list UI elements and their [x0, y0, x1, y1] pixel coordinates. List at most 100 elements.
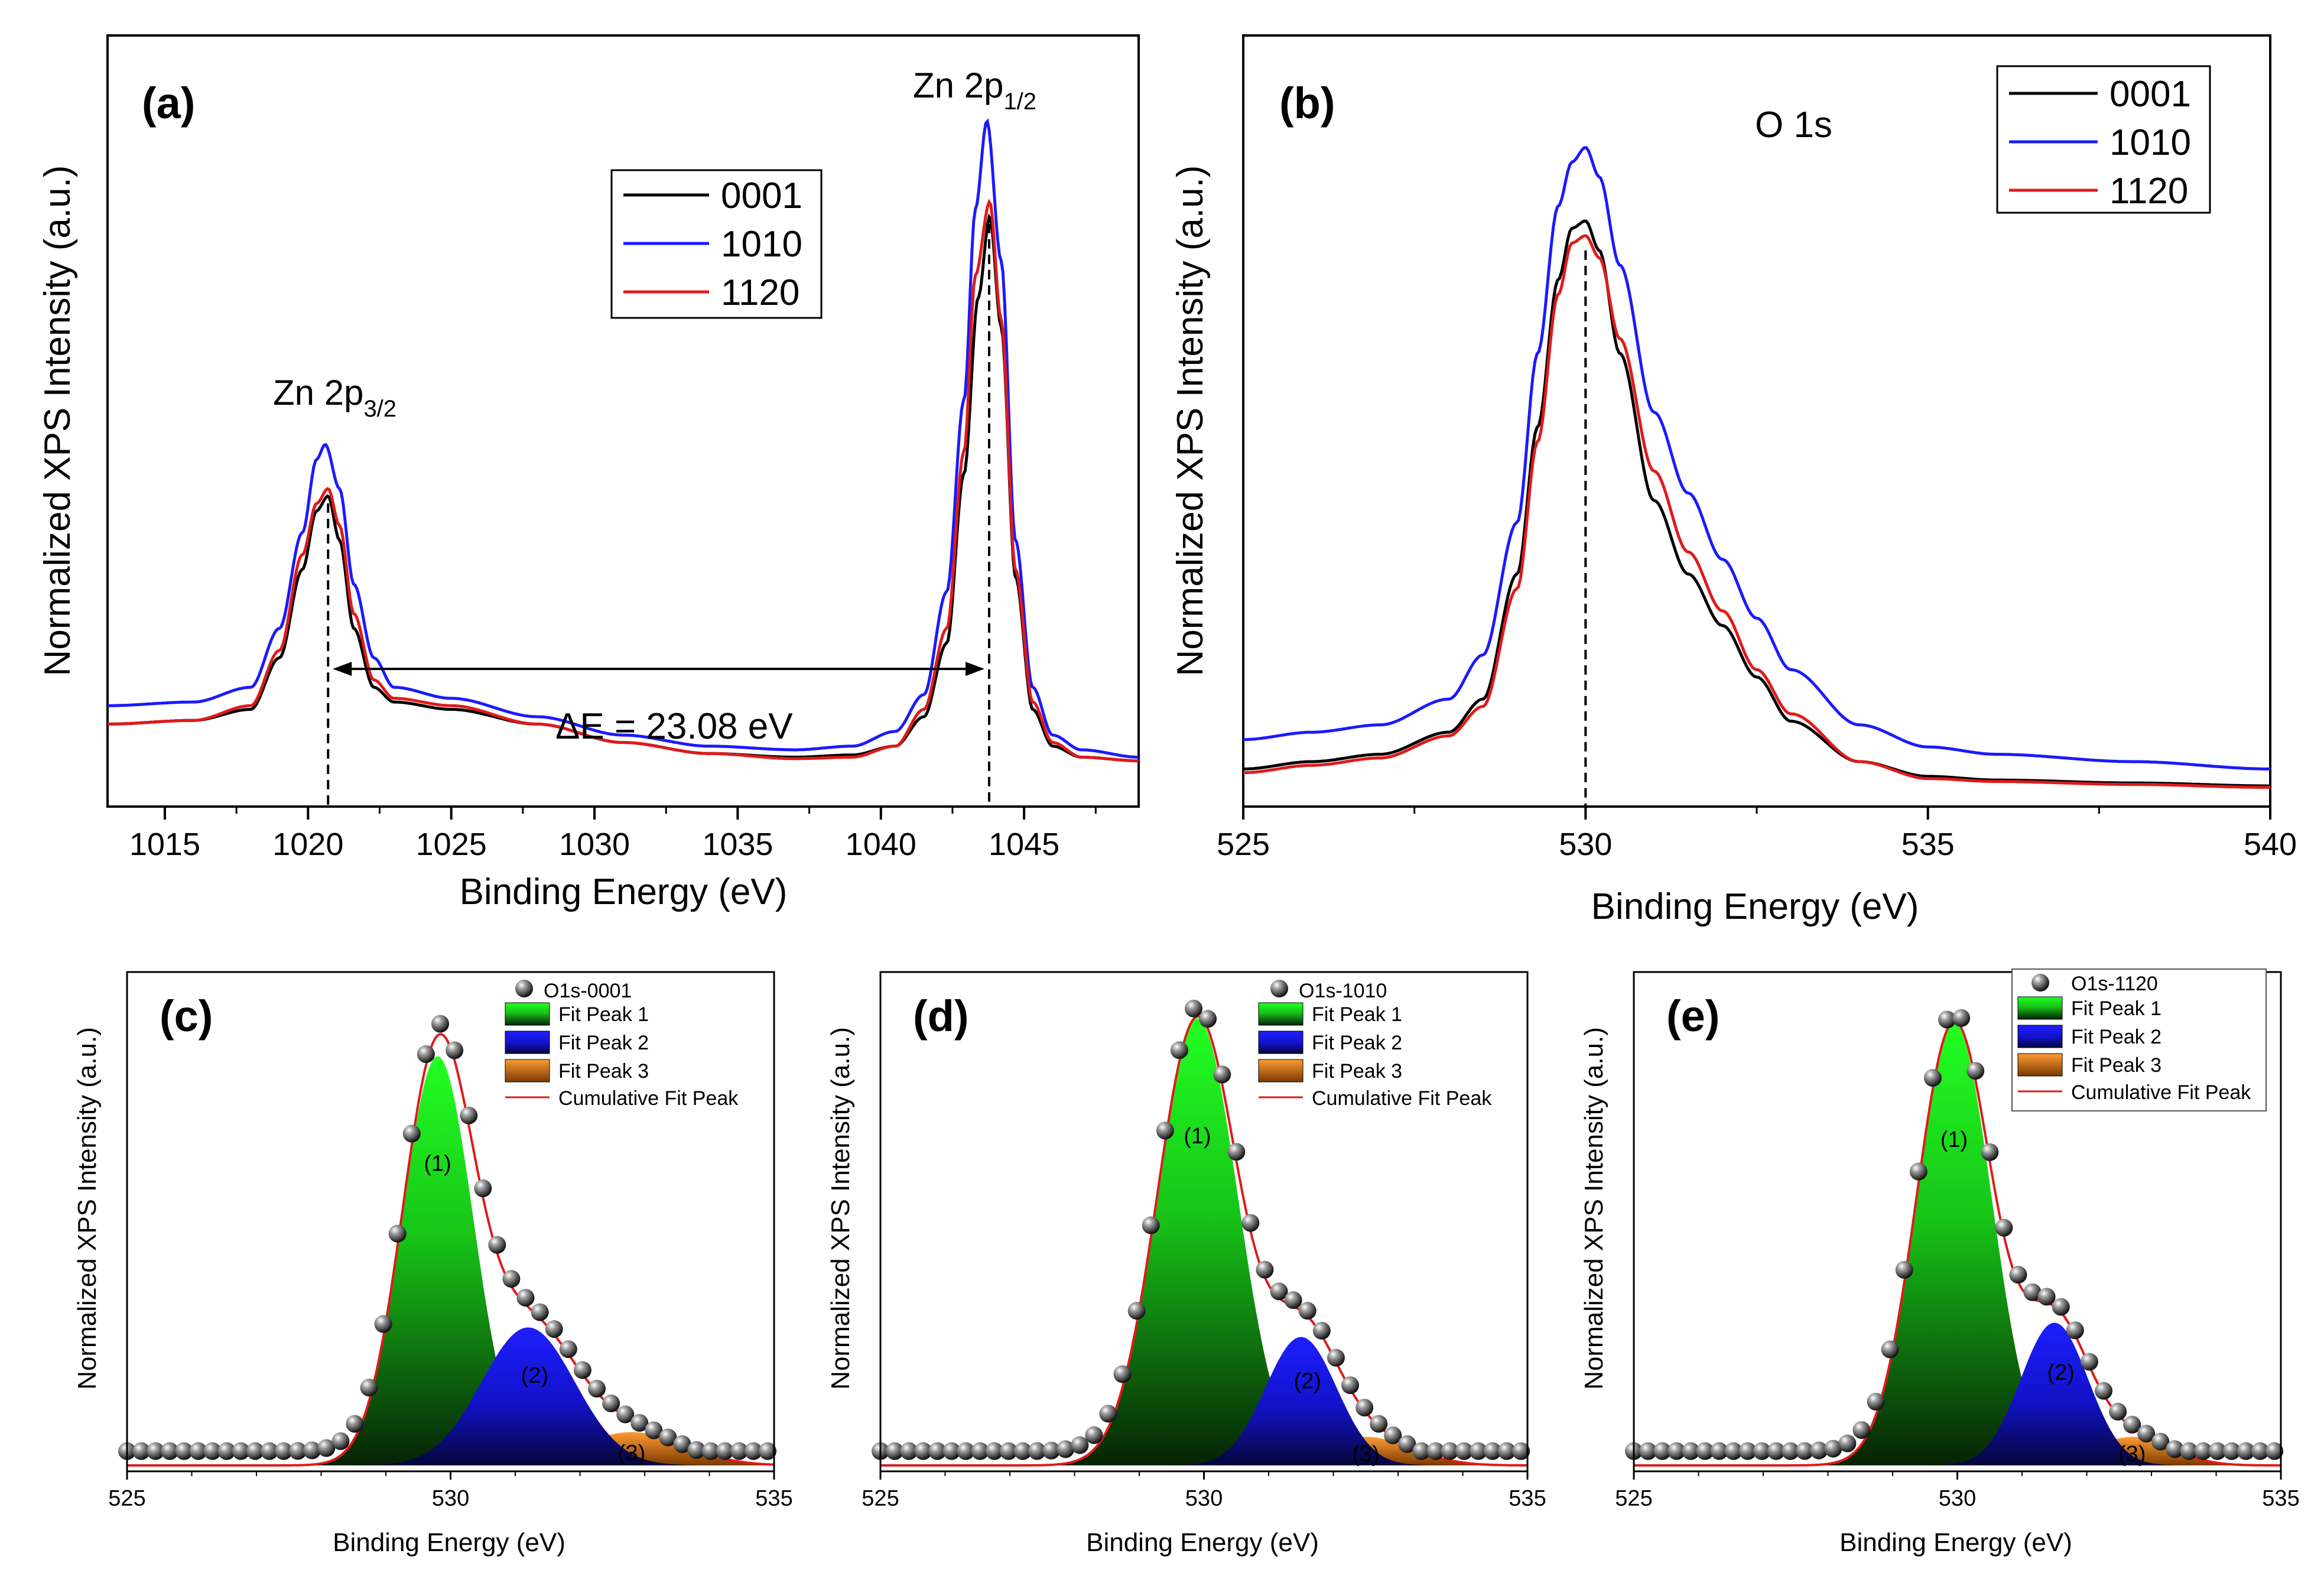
panel-c-ylabel: Normalized XPS Intensity (a.u.)	[73, 1027, 102, 1390]
panel-d-legend-swatch-peak3	[1258, 1059, 1304, 1083]
panel-b-legend: 0001 1010 1120	[1996, 65, 2211, 214]
panel-a-xtick-label-4: 1035	[702, 827, 773, 862]
panel-e-legend-marker	[2032, 974, 2049, 992]
panel-a-peak-zn2p12-sub: 1/2	[1003, 89, 1036, 115]
panel-d-legend-data: O1s-1010	[1299, 980, 1387, 1002]
panel-e-data-point	[1796, 1442, 1814, 1460]
panel-d-data-point	[1199, 1010, 1217, 1028]
panel-b-series-1120	[1243, 234, 2270, 789]
panel-d-ylabel: Normalized XPS Intensity (a.u.)	[826, 1027, 855, 1390]
panel-c-data-point	[260, 1442, 278, 1460]
panel-c-xtick-label-2: 535	[755, 1486, 792, 1511]
panel-d-data-point	[1498, 1442, 1516, 1460]
panel-c-data-point	[588, 1380, 606, 1398]
panel-e-data-point	[2151, 1432, 2170, 1451]
panel-d-data-point	[1312, 1322, 1331, 1340]
panel-c-data-point	[147, 1442, 165, 1460]
panel-d-label: (d)	[913, 992, 969, 1041]
panel-c-data-point	[289, 1442, 307, 1460]
panel-e: (1) (2) (3) 525 530 535 (e) Binding Energy (e…	[1579, 968, 2300, 1557]
panel-e-data-point	[1895, 1261, 1913, 1279]
panel-e-data-point	[1639, 1442, 1657, 1460]
panel-e-data-point	[2037, 1288, 2056, 1306]
panel-d-plot: (1) (2) (3) 525 530 535	[862, 971, 1546, 1511]
panel-d-data-point	[886, 1442, 904, 1460]
panel-a-label: (a)	[142, 79, 195, 128]
panel-e-data-point	[1909, 1162, 1928, 1181]
panel-e-data-point	[2009, 1266, 2027, 1284]
panel-e-data-point	[1738, 1442, 1757, 1460]
panel-d-peak-label-3: (3)	[1352, 1442, 1379, 1467]
panel-d-xtick-label-0: 525	[862, 1486, 899, 1511]
panel-e-legend: O1s-1120 Fit Peak 1 Fit Peak 2 Fit Peak …	[2011, 968, 2267, 1111]
panel-a-peak-zn2p32-base: Zn 2p	[273, 373, 363, 412]
panel-c-xtick-label-1: 530	[432, 1486, 469, 1511]
panel-e-data-point	[1682, 1442, 1700, 1460]
panel-c: (1) (2) (3) 525 530 535 (c) Binding Energy (e…	[73, 971, 793, 1557]
panel-d-data-point	[1270, 1282, 1288, 1301]
panel-e-data-point	[1995, 1218, 2013, 1237]
panel-a-peak-zn2p32-sub: 3/2	[363, 396, 396, 422]
panel-e-data-point	[1782, 1442, 1799, 1460]
panel-e-ylabel: Normalized XPS Intensity (a.u.)	[1579, 1027, 1608, 1390]
panel-e-peak-label-2: (2)	[2047, 1360, 2074, 1385]
panel-a-series	[108, 118, 1139, 763]
panel-c-fit-peak-2	[127, 1327, 774, 1465]
panel-c-data-point	[402, 1124, 421, 1143]
panel-d-legend-cumulative: Cumulative Fit Peak	[1312, 1087, 1492, 1110]
panel-e-data-point	[2166, 1440, 2184, 1458]
panel-d-data-point	[1298, 1302, 1317, 1320]
panel-b-series-0001	[1243, 219, 2270, 788]
panel-d-legend-swatch-peak1	[1258, 1002, 1304, 1026]
panel-c-data-point	[346, 1415, 364, 1433]
panel-d-data-point	[1469, 1442, 1487, 1460]
panel-b-series	[1243, 146, 2270, 789]
panel-d-data-point	[1156, 1122, 1174, 1140]
panel-e-data-point	[1724, 1442, 1743, 1460]
panel-e-data-point	[2095, 1382, 2112, 1400]
panel-c-peak-label-2: (2)	[521, 1363, 548, 1388]
panel-e-data-point	[1881, 1340, 1899, 1358]
panel-d-data-point	[1013, 1442, 1032, 1460]
panel-c-data-point	[388, 1224, 407, 1243]
panel-d-data-point	[1483, 1442, 1501, 1460]
panel-c-xtick-label-0: 525	[108, 1486, 145, 1511]
panel-e-data-point	[1653, 1442, 1672, 1460]
panel-a-xtick-label-1: 1020	[272, 827, 343, 862]
panel-c-data-point	[431, 1015, 449, 1033]
panel-e-data-point	[2251, 1442, 2269, 1460]
panel-e-data-point	[1981, 1143, 1999, 1161]
panel-c-data-point	[687, 1441, 706, 1459]
panel-a-frame	[106, 34, 1140, 808]
panel-a-xtick-label-3: 1030	[559, 827, 630, 862]
panel-e-peak-label-3: (3)	[2118, 1442, 2146, 1467]
panel-b-legend-1120: 1120	[2110, 171, 2188, 212]
panel-d-data-point	[1042, 1441, 1061, 1460]
panel-b-xtick-label-3: 540	[2244, 827, 2297, 862]
panel-c-data-point	[175, 1442, 193, 1460]
panel-c-legend-cumulative: Cumulative Fit Peak	[558, 1087, 739, 1110]
panel-a-legend-0001: 0001	[721, 175, 802, 216]
panel-d-data-point	[1384, 1426, 1402, 1445]
panel-d-xtick-label-1: 530	[1185, 1486, 1223, 1511]
panel-d-legend-peak3: Fit Peak 3	[1312, 1060, 1402, 1083]
panel-a-xlabel: Binding Energy (eV)	[460, 872, 788, 912]
panel-b-xlabel: Binding Energy (eV)	[1591, 886, 1919, 927]
panel-c-data-point	[360, 1379, 378, 1397]
panel-c-x-axis: 525 530 535	[108, 1471, 793, 1511]
panel-e-fit-peak-1	[1634, 1023, 2281, 1465]
panel-d-data-point	[957, 1442, 975, 1460]
panel-c-data-point	[573, 1361, 591, 1379]
panel-e-data-point	[1668, 1442, 1686, 1460]
panel-a-peak-zn2p12-base: Zn 2p	[913, 66, 1003, 105]
panel-a-xtick-label-0: 1015	[129, 827, 200, 862]
panel-e-data-point	[1824, 1439, 1842, 1458]
panel-c-data-point	[673, 1435, 691, 1453]
panel-d-legend: O1s-1010 Fit Peak 1 Fit Peak 2 Fit Peak …	[1258, 980, 1492, 1110]
panel-d-data-point	[1170, 1041, 1188, 1059]
panel-e-x-axis: 525 530 535	[1615, 1471, 2300, 1511]
panel-b-ylabel: Normalized XPS Intensity (a.u.)	[1170, 165, 1211, 677]
panel-d: (1) (2) (3) 525 530 535 (d) Binding Energy (e…	[826, 971, 1546, 1557]
panel-a-legend-1010: 1010	[721, 224, 802, 265]
